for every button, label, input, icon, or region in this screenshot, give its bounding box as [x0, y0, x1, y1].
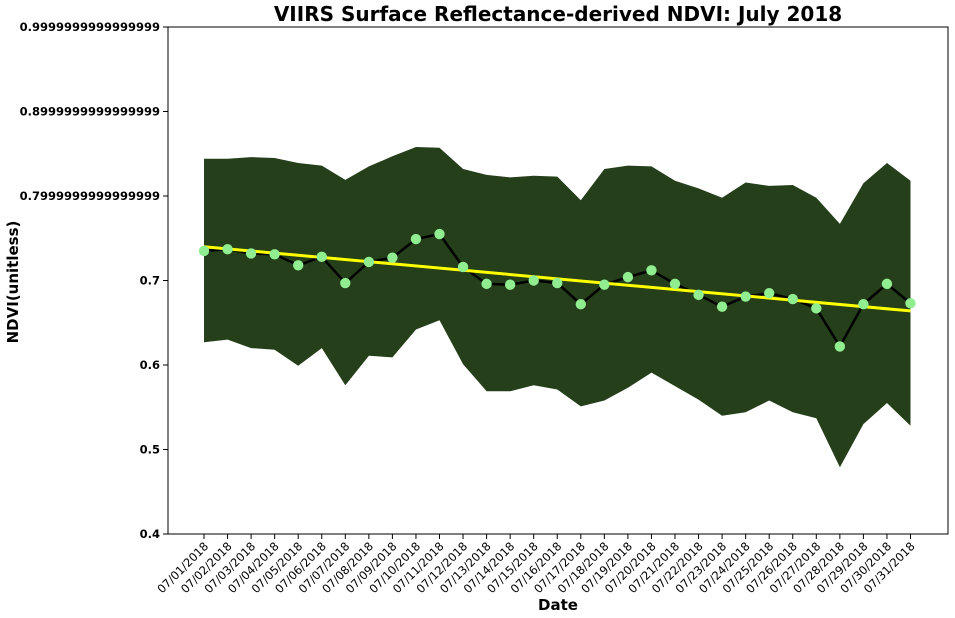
data-point [363, 256, 375, 268]
range-band [204, 147, 911, 468]
data-point [881, 278, 893, 290]
data-point [646, 265, 657, 276]
data-point [387, 252, 398, 263]
data-point [858, 298, 869, 310]
y-tick-label: 0.6 [140, 358, 160, 372]
data-point [669, 278, 681, 290]
data-point [198, 245, 210, 257]
data-point [293, 260, 304, 271]
y-tick-label: 0.8999999999999999 [20, 105, 160, 119]
data-point [245, 248, 257, 259]
data-point [575, 298, 586, 310]
data-point [599, 279, 610, 290]
y-tick-label: 0.4 [140, 527, 160, 541]
data-point [693, 289, 704, 301]
data-point [834, 341, 846, 352]
data-point [316, 251, 327, 263]
data-point [340, 277, 351, 289]
y-tick-label: 0.7 [140, 274, 160, 288]
chart-title: VIIRS Surface Reflectance-derived NDVI: … [274, 2, 842, 26]
data-point [434, 228, 445, 240]
data-point [528, 275, 539, 286]
data-point [504, 279, 516, 290]
data-point [811, 303, 822, 314]
data-point [787, 293, 798, 305]
data-point [716, 301, 728, 312]
data-point [481, 278, 492, 290]
x-axis-label: Date [538, 596, 578, 614]
data-point [457, 261, 469, 273]
data-point [410, 233, 422, 245]
data-point [764, 287, 775, 299]
y-axis-label: NDVI(unitless) [4, 221, 22, 344]
y-tick-label: 0.5 [140, 443, 160, 457]
y-tick-label: 0.7999999999999999 [20, 189, 160, 203]
data-point [622, 271, 634, 283]
y-tick-label: 0.9999999999999999 [20, 20, 160, 34]
data-point [905, 298, 916, 309]
data-point [269, 249, 280, 260]
data-point [552, 277, 563, 289]
data-point [222, 244, 233, 255]
data-point [740, 291, 751, 302]
plot-area: 0.4 0.5 0.6 0.7 0.7999999999999999 0.89999999… [20, 20, 949, 596]
